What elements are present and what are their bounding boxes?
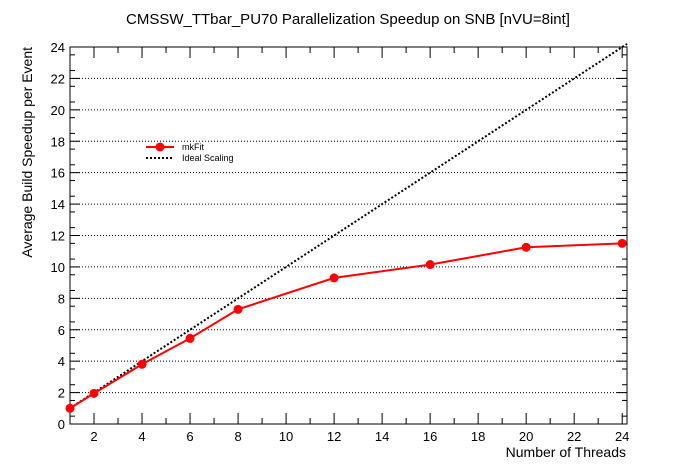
xtick-label-8: 8 [234,429,241,444]
ytick-label-24: 24 [51,40,65,55]
xtick-label-22: 22 [567,429,581,444]
ytick-label-0: 0 [58,417,65,432]
mkfit-point-16 [425,260,435,270]
xtick-label-10: 10 [279,429,293,444]
ytick-label-18: 18 [51,134,65,149]
ytick-label-16: 16 [51,166,65,181]
y-axis-label: Average Build Speedup per Event [19,47,35,258]
ytick-label-12: 12 [51,229,65,244]
xtick-label-14: 14 [375,429,389,444]
ytick-label-22: 22 [51,71,65,86]
xtick-label-6: 6 [186,429,193,444]
ytick-label-4: 4 [58,354,65,369]
x-tick-labels: 2 4 6 8 10 12 14 16 18 20 22 24 [90,429,629,444]
xtick-label-12: 12 [327,429,341,444]
xtick-label-2: 2 [90,429,97,444]
xtick-label-4: 4 [138,429,145,444]
ytick-label-8: 8 [58,291,65,306]
mkfit-point-8 [233,304,243,314]
plot-frame [69,46,628,425]
xtick-label-24: 24 [615,429,629,444]
legend: mkFit Ideal Scaling [146,142,234,163]
mkfit-point-24 [617,238,627,248]
xtick-label-20: 20 [519,429,533,444]
series-line-mkfit [69,242,623,410]
legend-mkfit-marker [155,142,165,152]
axis-ticks [69,46,627,425]
mkfit-point-2 [89,388,99,398]
ytick-label-14: 14 [51,197,65,212]
legend-ideal-label: Ideal Scaling [182,153,234,163]
y-gridlines [70,77,627,394]
xtick-label-16: 16 [423,429,437,444]
xtick-label-18: 18 [471,429,485,444]
ytick-label-10: 10 [51,260,65,275]
x-axis-label: Number of Threads [506,444,626,460]
mkfit-point-1 [65,403,75,413]
ytick-label-2: 2 [58,386,65,401]
mkfit-point-6 [185,333,195,343]
mkfit-point-20 [521,242,531,252]
ytick-label-20: 20 [51,103,65,118]
series-line-ideal-scaling [69,43,628,410]
legend-mkfit-label: mkFit [182,142,204,152]
ytick-label-6: 6 [58,323,65,338]
chart-title: CMSSW_TTbar_PU70 Parallelization Speedup… [126,11,570,28]
mkfit-point-12 [329,273,339,283]
series-layer [65,43,628,413]
mkfit-point-4 [137,359,147,369]
